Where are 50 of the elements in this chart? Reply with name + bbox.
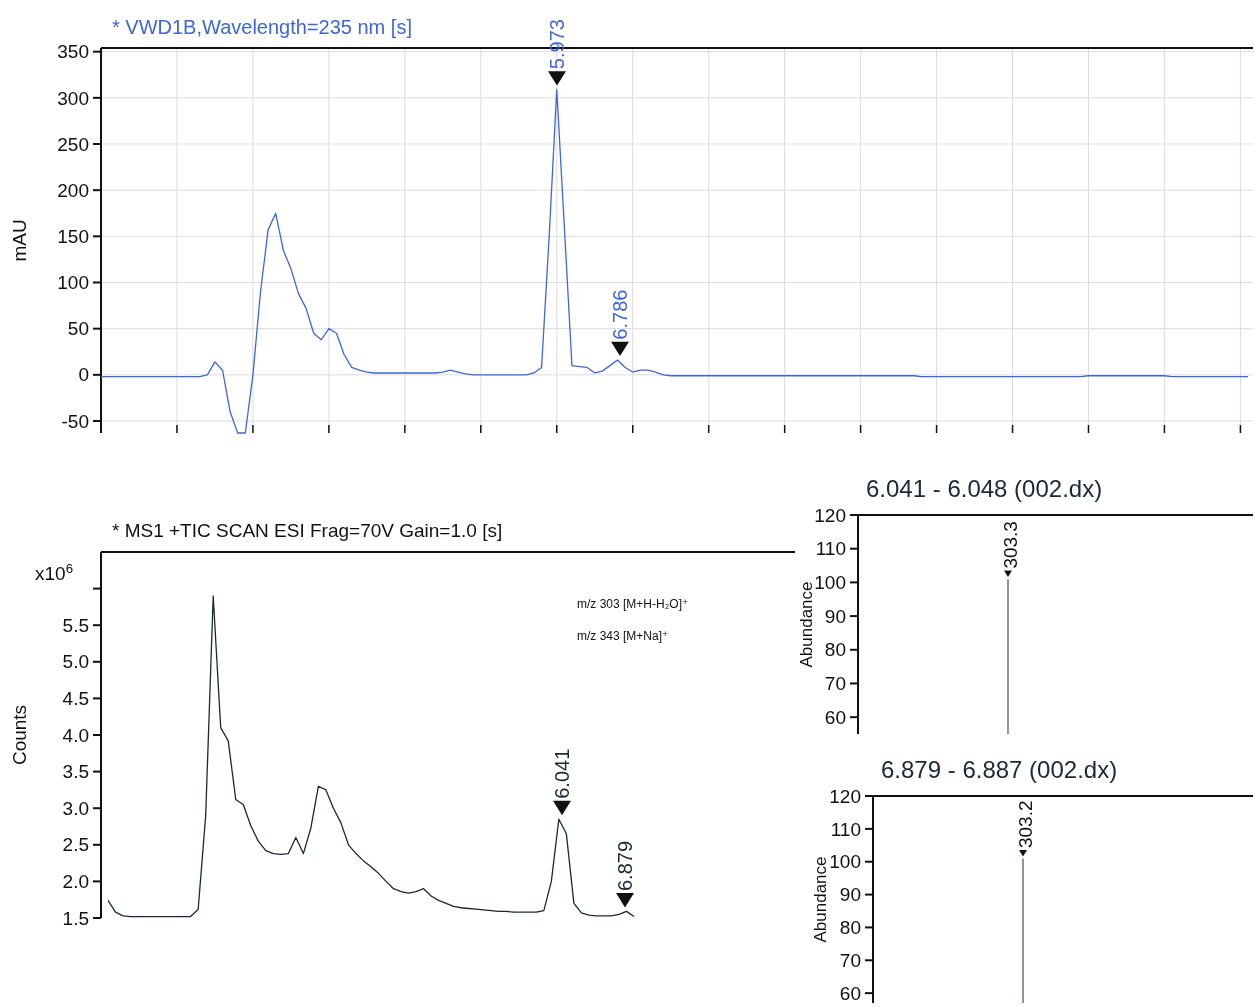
- annotation: 5.973: [546, 19, 568, 70]
- y-tick-label: 90: [839, 884, 861, 906]
- y-tick-label: 350: [57, 41, 89, 63]
- annotation: m/z 343 [M+Na]⁺: [577, 629, 669, 643]
- y-tick-label: 50: [67, 318, 89, 340]
- line-series: [101, 88, 1249, 434]
- y-tick-label: 4.0: [62, 724, 89, 746]
- y-tick-label: 100: [814, 572, 846, 594]
- y-axis-title: mAU: [9, 219, 30, 262]
- y-tick-label: 90: [824, 605, 846, 627]
- y-axis-title: Abundance: [811, 856, 830, 943]
- y-tick-label: 0: [78, 364, 89, 386]
- y-tick-label: 2.0: [62, 871, 89, 893]
- y-tick-label: 300: [57, 87, 89, 109]
- y-tick-label: 60: [839, 982, 861, 1004]
- y-tick-label: 100: [57, 272, 89, 294]
- chart-title: 6.041 - 6.048 (002.dx): [866, 475, 1103, 502]
- y-tick-label: 80: [839, 917, 861, 939]
- annotation: m/z 303 [M+H-H₂O]⁺: [577, 597, 689, 611]
- y-tick-label: 5.5: [62, 614, 89, 636]
- y-tick-label: 2.5: [62, 834, 89, 856]
- chart-title: * VWD1B,Wavelength=235 nm [s]: [112, 16, 412, 38]
- y-tick-label: 110: [830, 818, 861, 840]
- annotation: 6.786: [609, 289, 631, 340]
- y-tick-label: 120: [814, 504, 846, 526]
- y-tick-label: 1.5: [62, 907, 89, 929]
- annotation: 303.3: [1000, 521, 1021, 569]
- text: x10$^{6}$: [35, 560, 74, 584]
- y-tick-label: 3.5: [62, 761, 89, 783]
- chart-title: 6.879 - 6.887 (002.dx): [881, 756, 1118, 783]
- annotation: 6.041: [551, 748, 573, 799]
- y-tick-label: 100: [829, 851, 861, 873]
- y-tick-label: 70: [839, 949, 861, 971]
- y-tick-label: 5.0: [62, 651, 89, 673]
- annotation: 6.879: [614, 840, 636, 892]
- y-tick-label: 60: [824, 706, 846, 728]
- y-tick-label: 70: [824, 673, 846, 695]
- y-tick-label: 250: [57, 133, 89, 155]
- chart-title: * MS1 +TIC SCAN ESI Frag=70V Gain=1.0 [s]: [112, 520, 503, 541]
- y-tick-label: 4.5: [62, 688, 89, 710]
- y-tick-label: 120: [829, 785, 861, 807]
- y-tick-label: 150: [57, 226, 89, 247]
- y-tick-label: 80: [824, 639, 846, 661]
- y-tick-label: -50: [61, 410, 89, 432]
- y-axis-title: Counts: [9, 704, 30, 766]
- annotation: 303.2: [1015, 800, 1036, 849]
- y-tick-label: 3.0: [62, 797, 89, 819]
- y-tick-label: 110: [815, 538, 846, 560]
- y-tick-label: 200: [57, 179, 89, 201]
- y-axis-title: Abundance: [797, 581, 816, 668]
